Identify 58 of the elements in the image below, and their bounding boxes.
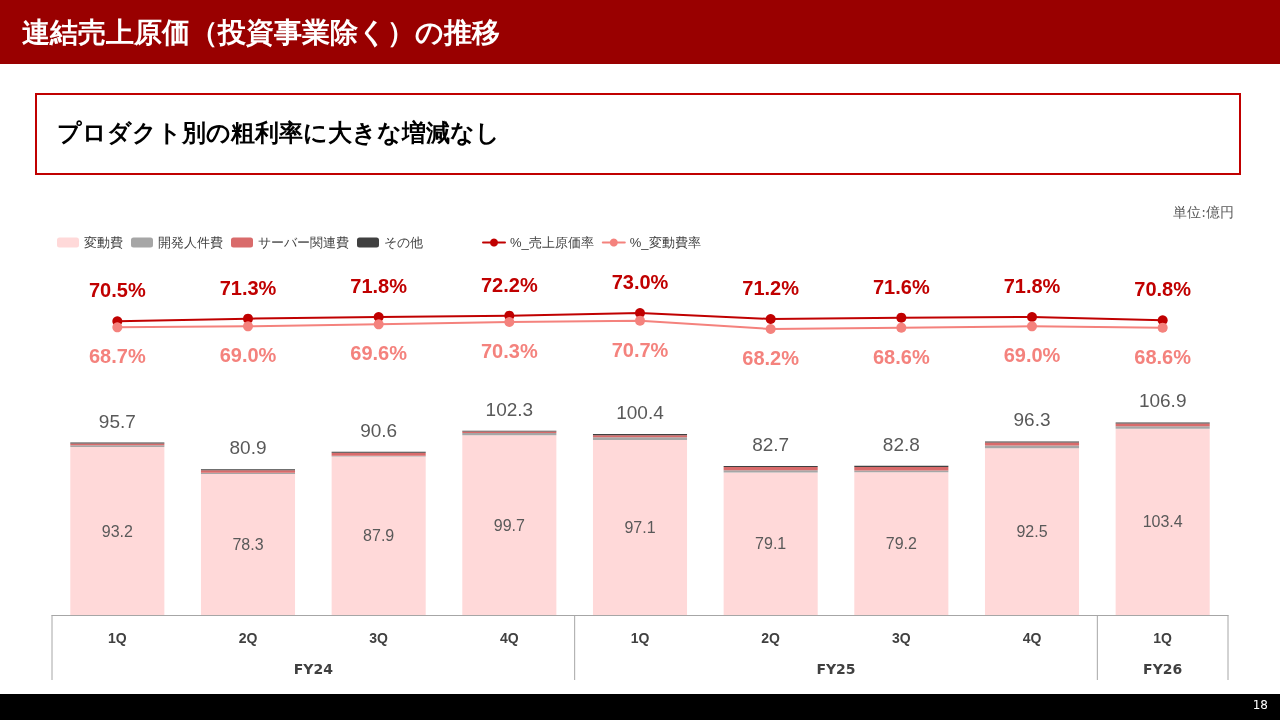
text: 単位:億円 xyxy=(1173,204,1234,222)
legend-label: 変動費 xyxy=(84,235,123,250)
text: FY26 xyxy=(1143,661,1183,677)
legend-label: その他 xyxy=(384,235,423,250)
data-label: 73.0% xyxy=(611,271,669,293)
x-tick-label: 1Q xyxy=(630,630,650,646)
data-label: 97.1 xyxy=(624,519,656,537)
text: FY24 xyxy=(293,661,334,677)
data-label: 69.6% xyxy=(350,342,408,365)
data-label: 70.8% xyxy=(1134,278,1192,301)
legend-label: 開発人件費 xyxy=(158,235,223,250)
text: FY25 xyxy=(816,661,856,677)
total-label: 90.6 xyxy=(360,419,398,441)
total-label: 82.7 xyxy=(752,433,790,455)
legend-label: サーバー関連費 xyxy=(258,235,349,250)
data-label: 68.6% xyxy=(1134,345,1192,368)
x-tick-label: 2Q xyxy=(238,630,258,646)
total-label: 82.8 xyxy=(882,433,920,455)
legend-label: %_変動費率 xyxy=(629,235,701,250)
data-label: 70.3% xyxy=(480,340,538,362)
total-label: 80.9 xyxy=(229,437,267,459)
data-label: 69.0% xyxy=(1003,344,1061,367)
data-label: 71.2% xyxy=(742,277,800,299)
total-label: 95.7 xyxy=(98,410,136,432)
data-label: 72.2% xyxy=(480,273,538,296)
data-label: 70.5% xyxy=(88,279,146,302)
data-label: 78.3 xyxy=(232,535,264,553)
total-label: 102.3 xyxy=(485,398,534,420)
data-label: 71.3% xyxy=(219,276,277,299)
data-label: 71.8% xyxy=(1003,275,1061,297)
x-tick-label: 2Q xyxy=(761,630,781,646)
chart-title: 連結売上原価（投資事業除く）の推移 xyxy=(22,15,500,51)
data-label: 99.7 xyxy=(493,516,526,534)
x-tick-label: 3Q xyxy=(369,630,389,646)
data-label: 68.2% xyxy=(742,347,800,369)
x-tick-label: 1Q xyxy=(107,630,127,646)
data-label: 68.7% xyxy=(88,345,146,368)
text: 18 xyxy=(1252,698,1268,712)
data-label: 93.2 xyxy=(101,522,134,540)
x-tick-label: 1Q xyxy=(1153,630,1173,646)
x-tick-label: 4Q xyxy=(1022,630,1042,646)
data-label: 87.9 xyxy=(363,527,395,545)
data-label: 103.4 xyxy=(1142,513,1183,531)
x-tick-label: 4Q xyxy=(499,630,519,646)
data-label: 69.0% xyxy=(219,344,277,367)
data-label: 70.7% xyxy=(611,338,669,361)
data-label: 92.5 xyxy=(1016,523,1048,541)
data-label: 71.8% xyxy=(350,275,408,297)
data-label: 71.6% xyxy=(872,275,930,298)
x-tick-label: 3Q xyxy=(891,630,911,646)
total-label: 100.4 xyxy=(616,402,665,424)
data-label: 68.6% xyxy=(872,345,930,368)
data-label: 79.1 xyxy=(755,535,787,553)
total-label: 96.3 xyxy=(1013,409,1051,431)
data-label: 79.2 xyxy=(885,535,918,553)
chart-subtitle: プロダクト別の粗利率に大きな増減なし xyxy=(57,118,500,149)
legend-label: %_売上原価率 xyxy=(510,235,594,250)
total-label: 106.9 xyxy=(1138,390,1187,412)
